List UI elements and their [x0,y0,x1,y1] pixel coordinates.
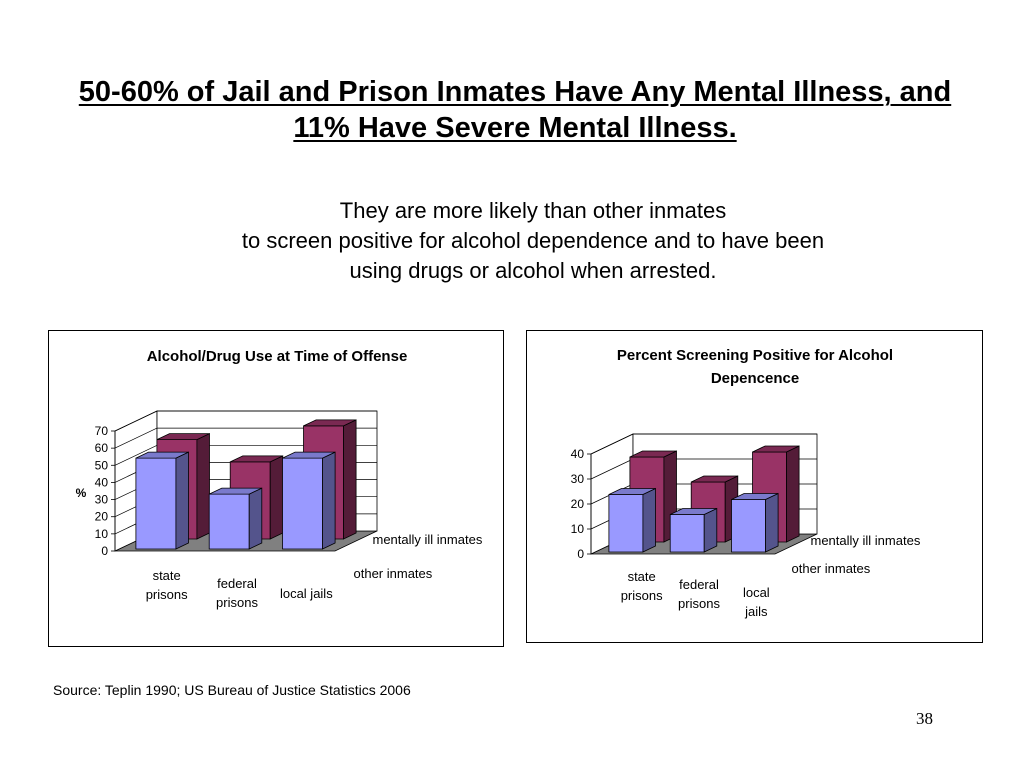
bar-top-face [209,487,262,495]
bar-other-inmates [608,487,656,553]
alcohol-dependence-chart: Percent Screening Positive for Alcohol De… [526,330,983,643]
alcohol-dependence-chart-svg: Percent Screening Positive for Alcohol De… [571,347,921,619]
bar-front-face [669,514,705,553]
bar-side-face [343,419,357,540]
category-label: prisons [621,588,663,603]
category-label: state [153,568,181,583]
bar-side-face [196,432,210,540]
bar-other-inmates [669,507,718,553]
gridline [590,433,817,455]
y-axis-title: % [76,486,87,500]
page-number: 38 [916,709,933,728]
bar-top-face [731,493,779,500]
bar-top-face [282,451,336,459]
series-label: other inmates [792,561,871,576]
category-label: local jails [280,586,333,601]
bar-side-face [786,445,800,543]
category-label: federal [217,576,257,591]
bar-side-face [269,455,284,540]
alcohol-drug-use-chart-svg: Alcohol/Drug Use at Time of Offense 0 10 20… [76,348,483,610]
source-note: Source: Teplin 1990; US Bureau of Justic… [53,682,411,698]
bar-front-face [135,457,177,550]
chart-title: Alcohol/Drug Use at Time of Offense [147,348,408,365]
category-label: prisons [146,587,188,602]
bar-side-face [175,451,189,550]
category-label: local [743,585,770,600]
bar-other-inmates [208,487,263,550]
subtitle-line: to screen positive for alcohol dependenc… [241,228,825,253]
bar-top-face [670,508,717,515]
bar-top-face [629,450,677,458]
y-tick-label: 40 [95,475,109,489]
bar-top-face [608,488,656,495]
y-tick-label: 60 [95,441,109,455]
bar-side-face [248,487,263,550]
bar-front-face [208,493,250,550]
category-label: federal [679,577,719,592]
bar-top-face [230,455,283,463]
bar-top-face [303,419,357,427]
bar-front-face [608,494,644,553]
bar-side-face [322,451,336,550]
bar-other-inmates [731,492,779,553]
bar-front-face [731,499,766,553]
bar-top-face [156,433,210,440]
y-tick-label: 10 [95,527,109,541]
category-label: state [628,569,656,584]
series-label: mentally ill inmates [373,532,483,547]
category-label: prisons [216,595,258,610]
category-label: prisons [678,596,720,611]
slide-subtitle: They are more likely than other inmates … [150,196,916,286]
y-tick-label: 30 [95,493,109,507]
bar-side-face [642,487,656,553]
bar-top-face [135,451,189,459]
y-tick-label: 50 [95,458,109,472]
y-tick-label: 20 [95,510,109,524]
bar-side-face [703,507,718,553]
y-tick-label: 10 [571,522,585,536]
chart-title: Depencence [711,370,799,387]
y-tick-label: 20 [571,497,585,511]
slide-title: 50-60% of Jail and Prison Inmates Have A… [78,76,952,144]
series-label: mentally ill inmates [811,533,921,548]
chart-title: Percent Screening Positive for Alcohol [617,347,893,364]
y-tick-label: 0 [101,544,108,558]
subtitle-line: They are more likely than other inmates [339,198,727,223]
y-tick-label: 70 [95,424,109,438]
y-tick-label: 40 [571,447,585,461]
y-tick-label: 30 [571,472,585,486]
bar-side-face [765,492,779,553]
bar-front-face [282,457,323,550]
y-tick-label: 0 [577,547,584,561]
bar-other-inmates [135,451,189,550]
alcohol-drug-use-chart: Alcohol/Drug Use at Time of Offense 0 10 20… [48,330,504,647]
bar-other-inmates [282,451,336,550]
subtitle-line: using drugs or alcohol when arrested. [349,258,717,283]
category-label: jails [744,604,768,619]
bar-top-face [752,445,800,453]
gridline [114,410,377,432]
series-label: other inmates [354,566,433,581]
bar-top-face [691,475,738,483]
